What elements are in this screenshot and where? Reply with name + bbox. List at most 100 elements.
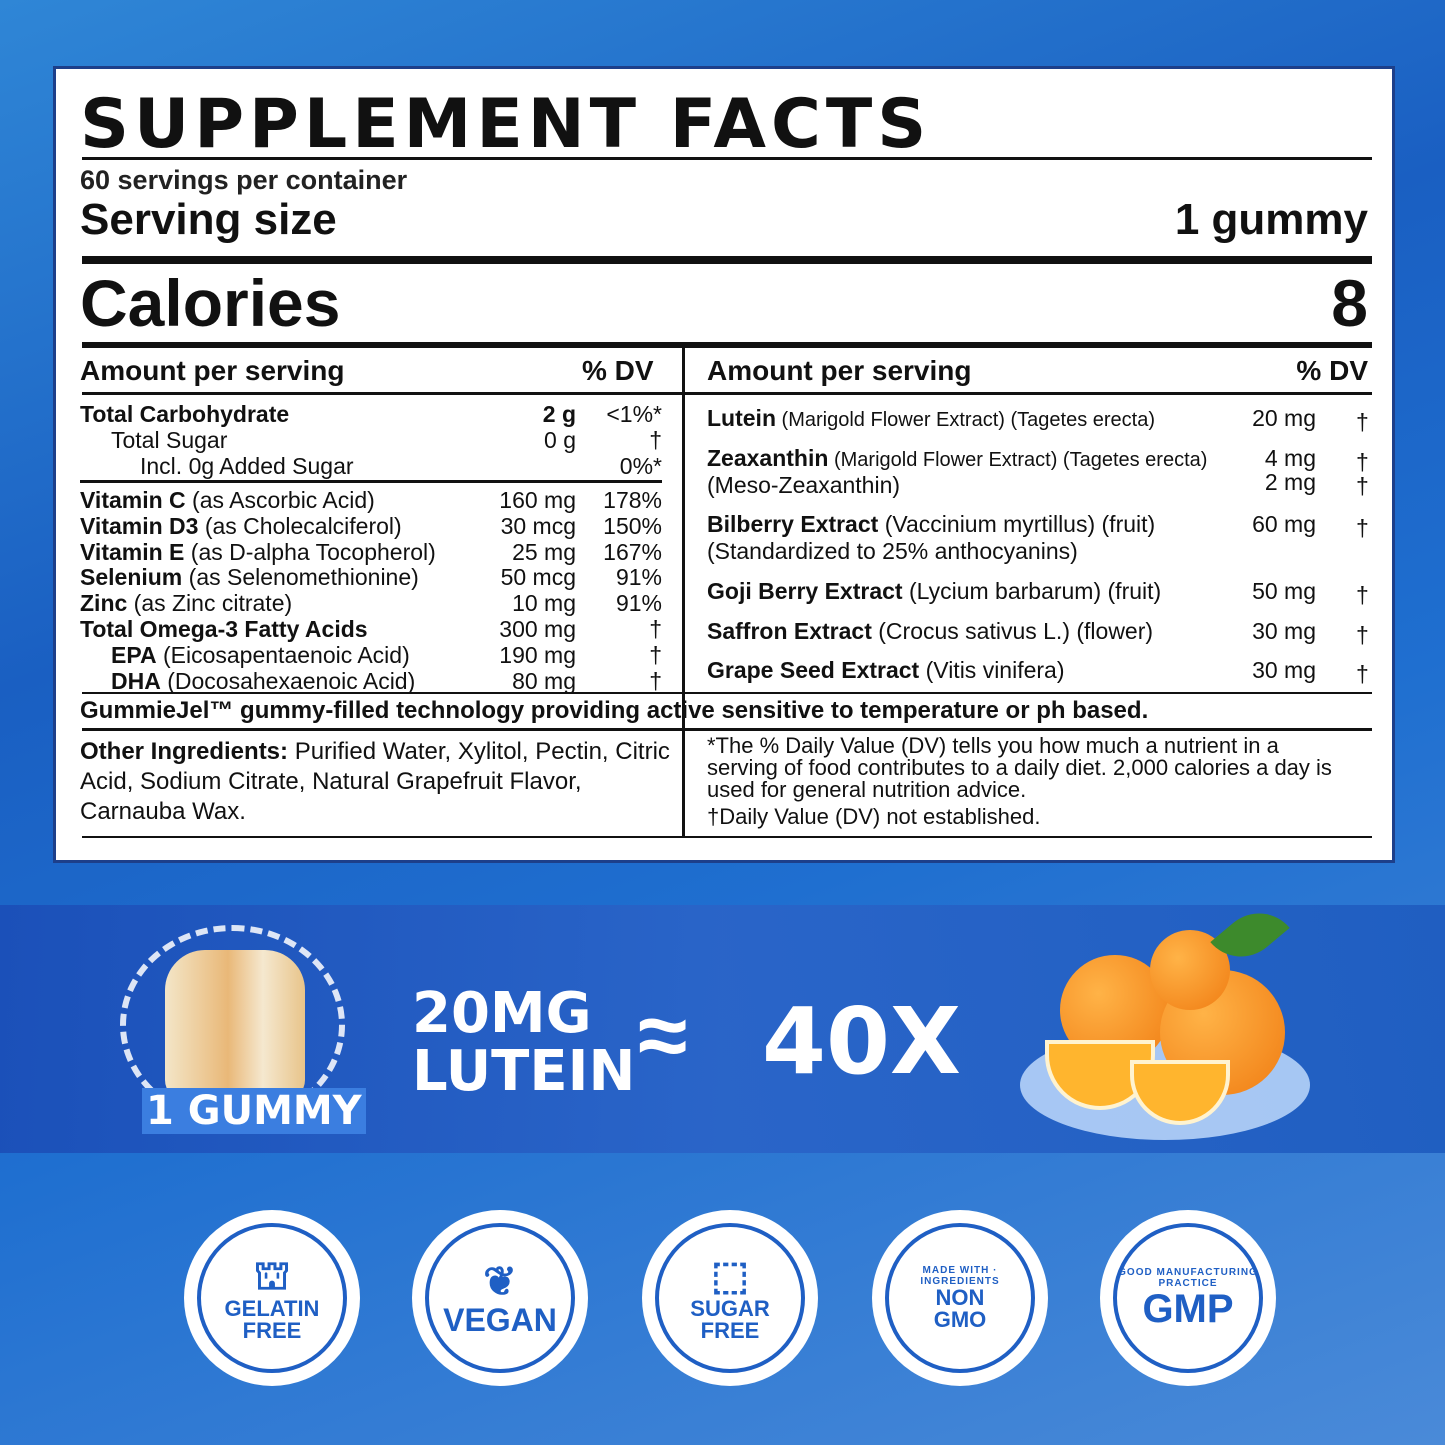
gummiejel-note: GummieJel™ gummy-filled technology provi… [80,697,1149,724]
badge-label: GMO [933,1307,987,1332]
nutrient-dv: 91% [615,590,662,617]
nutrient-amount: 25 mg [512,538,576,565]
divider [82,256,1372,264]
nutrient-name: Vitamin C [80,487,186,513]
nutrient-name: Saffron Extract [707,618,872,644]
supplement-facts-panel: SUPPLEMENT FACTS 60 servings per contain… [53,66,1395,863]
nutrient-amount: 80 mg [512,667,576,694]
other-ingredients: Other Ingredients: Purified Water, Xylit… [80,737,680,827]
nutrient-dv: † [1356,409,1369,435]
gummy-icon [165,950,305,1100]
nutrient-name: Zeaxanthin [707,445,829,471]
calories-label: Calories [80,266,341,340]
nutrient-amount: 10 mg [512,590,576,617]
divider [82,728,1372,731]
badge-ring-text: GOOD MANUFACTURING PRACTICE [1118,1267,1258,1289]
nutrient-dv: 150% [603,512,662,539]
badge-inner: ⛫ GELATIN FREE [197,1223,347,1373]
nutrient-amount: 0 g [544,426,576,453]
badge-label: NON [935,1285,985,1310]
nutrient-name: Lutein [707,405,776,431]
nutrient-amount: 2 g [542,401,576,427]
table-row: Grape Seed Extract (Vitis vinifera) [707,657,1065,684]
nutrient-amount: 50 mg [1252,578,1316,604]
nutrient-dv: † [649,667,662,694]
badge-label: VEGAN [443,1302,557,1338]
gummy-count: 1 GUMMY [142,1088,366,1134]
serving-size-value: 1 gummy [1174,195,1368,244]
table-row: Zeaxanthin (Marigold Flower Extract) (Ta… [707,445,1207,472]
nutrient-desc: (as Cholecalciferol) [198,512,402,539]
nutrient-amount: 30 mg [1252,657,1316,683]
nutrient-name: EPA [111,641,157,668]
nutrient-name: Vitamin E [80,538,185,565]
sugar-cube-icon: ⬚ [711,1254,749,1298]
table-row: Total Carbohydrate [80,401,289,428]
badge-label: FREE [242,1318,302,1343]
badge-label: FREE [700,1318,760,1343]
nutrient-desc: (Crocus sativus L.) (flower) [871,618,1154,644]
badge-label: SUGAR [690,1296,770,1321]
right-header-dv: % DV [1296,355,1368,386]
table-row: Lutein (Marigold Flower Extract) (Tagete… [707,405,1155,432]
nutrient-amount: 190 mg [499,641,576,668]
approx-symbol: ≈ [638,986,688,1086]
table-row: EPA (Eicosapentaenoic Acid) [111,642,410,669]
table-row: Saffron Extract (Crocus sativus L.) (flo… [707,618,1153,645]
nutrient-name: Zinc [80,590,128,617]
badge-5: GOOD MANUFACTURING PRACTICE GMP [1100,1210,1276,1386]
nutrient-name: Total Carbohydrate [80,401,290,427]
nutrient-dv: 178% [603,487,662,513]
serving-size-label: Serving size [80,195,337,244]
nutrient-amount: 60 mg [1252,511,1316,537]
nutrient-dv: † [1356,661,1369,687]
badge-2: ❦ VEGAN [412,1210,588,1386]
table-row: Total Sugar [111,427,227,454]
left-header-amount: Amount per serving [80,355,345,386]
multiplier: 40X [762,988,961,1095]
leaf-icon: ❦ [483,1260,517,1304]
nutrient-amount: 2 mg [1264,469,1316,495]
daily-value-footnote: *The % Daily Value (DV) tells you how mu… [707,733,1332,802]
table-row: DHA (Docosahexaenoic Acid) [111,668,415,695]
left-header-dv: % DV [582,355,654,386]
nutrient-dv: † [1356,515,1369,541]
nutrient-desc: (Vitis vinifera) [919,657,1065,683]
badge-3: ⬚ SUGAR FREE [642,1210,818,1386]
badge-1: ⛫ GELATIN FREE [184,1210,360,1386]
nutrient-amount: 30 mcg [500,512,576,539]
nutrient-desc: (Vaccinium myrtillus) (fruit) [878,511,1156,537]
column-divider [682,348,685,836]
jelly-icon: ⛫ [253,1254,291,1298]
nutrient-dv: † [1356,622,1369,648]
nutrient-desc: (Eicosapentaenoic Acid) [156,641,410,668]
badge-label: GELATIN [224,1296,320,1321]
badge-4: MADE WITH · INGREDIENTS NON GMO [872,1210,1048,1386]
nutrient-amount: 4 mg [1264,445,1316,471]
nutrient-name: Vitamin D3 [80,512,199,539]
nutrient-name: Goji Berry Extract [707,578,903,604]
nutrient-desc: (Marigold Flower Extract) (Tagetes erect… [828,449,1208,471]
other-ingredients-label: Other Ingredients: [80,738,289,765]
badge-inner: GOOD MANUFACTURING PRACTICE GMP [1113,1223,1263,1373]
nutrient-dv: † [649,641,662,668]
nutrient-desc: (Marigold Flower Extract) (Tagetes erect… [776,409,1156,431]
nutrient-desc: (as Selenomethionine) [182,564,419,591]
servings-per-container: 60 servings per container [80,165,408,195]
lutein-amount: 20MG LUTEIN [412,981,636,1104]
table-row: Vitamin D3 (as Cholecalciferol) [80,513,402,540]
nutrient-name: Total Omega-3 Fatty Acids [80,616,368,642]
table-row: Incl. 0g Added Sugar [140,453,354,480]
nutrient-amount: 160 mg [499,487,576,513]
table-row: Vitamin E (as D-alpha Tocopherol) [80,539,436,566]
nutrient-name: DHA [111,667,161,694]
badge-inner: ❦ VEGAN [425,1223,575,1373]
badge-label: GMP [1142,1287,1234,1331]
calories-value: 8 [1331,266,1368,340]
nutrient-name: Grape Seed Extract [707,657,920,683]
nutrient-dv: † [1356,582,1369,608]
nutrient-desc: (Lycium barbarum) (fruit) [902,578,1162,604]
nutrient-desc: (as D-alpha Tocopherol) [184,538,436,565]
other-ingredients-text: Purified Water, Xylitol, Pectin, Citric … [80,738,670,825]
divider [82,836,1372,838]
